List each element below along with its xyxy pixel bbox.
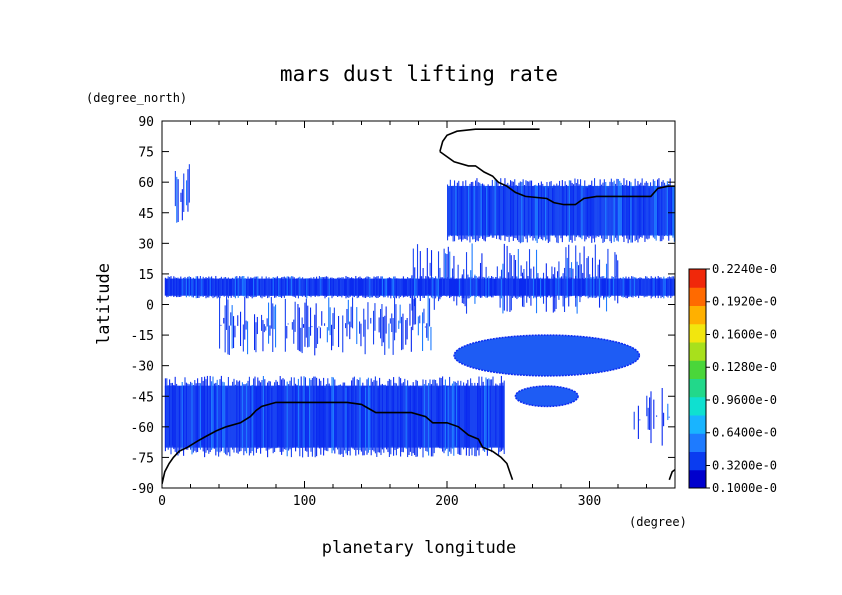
- y-unit-label: (degree_north): [86, 91, 187, 105]
- region-equatorial-band: [164, 275, 675, 299]
- region-north-isolated-patch: [174, 164, 190, 223]
- region-equatorial-streaks: [219, 294, 432, 356]
- x-tick-label: 0: [158, 494, 166, 509]
- colorbar-label: 0.1600e-0: [712, 327, 777, 341]
- colorbar-swatch: [689, 433, 706, 452]
- x-axis: 0 100 200 300: [158, 121, 647, 509]
- y-tick-label: 0: [146, 299, 154, 314]
- colorbar-swatch: [689, 360, 706, 379]
- y-tick-label: 15: [138, 268, 154, 283]
- y-tick-label: 45: [138, 207, 154, 222]
- colorbar-swatch: [689, 451, 706, 471]
- colorbar: 0.1000e-0 0.3200e-0 0.6400e-0 0.9600e-0 0.12…: [688, 262, 777, 495]
- colorbar-frame: [688, 268, 707, 489]
- region-south-broad-band: [164, 375, 505, 458]
- x-axis-label: planetary longitude: [322, 538, 516, 558]
- region-south-cap-oval: [453, 334, 641, 377]
- contour-south-polar-edge: [162, 401, 514, 485]
- colorbar-swatch: [689, 305, 706, 325]
- contour-north-boundary: [439, 128, 540, 152]
- heatmap-layer: [164, 164, 675, 458]
- colorbar-swatch: [689, 415, 706, 434]
- colorbar-label: 0.1920e-0: [712, 295, 777, 309]
- colorbar-swatch: [689, 469, 706, 489]
- colorbar-swatch: [689, 396, 706, 416]
- y-tick-label: 90: [138, 115, 154, 130]
- region-south-small-oval: [514, 385, 579, 408]
- colorbar-swatch: [689, 378, 706, 398]
- y-tick-label: -60: [131, 421, 154, 436]
- y-axis-label: latitude: [94, 263, 114, 345]
- colorbar-swatch: [689, 342, 706, 361]
- y-tick-label: -30: [131, 360, 154, 375]
- x-unit-label: (degree): [629, 515, 687, 529]
- x-tick-label: 100: [293, 494, 316, 509]
- colorbar-label: 0.3200e-0: [712, 458, 777, 472]
- contour-south-polar-edge-east: [668, 468, 675, 481]
- colorbar-label: 0.1000e-0: [712, 481, 777, 495]
- chart-title: mars dust lifting rate: [280, 62, 558, 86]
- region-south-edge-streaks: [633, 387, 670, 446]
- colorbar-label: 0.6400e-0: [712, 426, 777, 440]
- colorbar-label: 0.9600e-0: [712, 393, 777, 407]
- y-tick-label: -90: [131, 482, 154, 497]
- colorbar-label: 0.2240e-0: [712, 262, 777, 276]
- colorbar-swatch: [689, 269, 706, 288]
- contour-north-polar-edge: [439, 150, 675, 206]
- y-tick-label: 75: [138, 146, 154, 161]
- x-tick-label: 300: [578, 494, 601, 509]
- y-axis: 90 75 60 45 30 15 0 -15 -30 -45 -60 -75 -90: [131, 115, 675, 497]
- colorbar-label: 0.1280e-0: [712, 360, 777, 374]
- y-tick-label: 30: [138, 237, 154, 252]
- x-tick-label: 200: [435, 494, 458, 509]
- y-tick-label: -15: [131, 329, 154, 344]
- y-tick-label: -75: [131, 451, 154, 466]
- colorbar-swatch: [689, 287, 706, 306]
- region-north-high-band: [447, 178, 675, 244]
- y-tick-label: 60: [138, 176, 154, 191]
- colorbar-swatch: [689, 323, 706, 343]
- contour-layer: [162, 128, 675, 485]
- y-tick-label: -45: [131, 390, 154, 405]
